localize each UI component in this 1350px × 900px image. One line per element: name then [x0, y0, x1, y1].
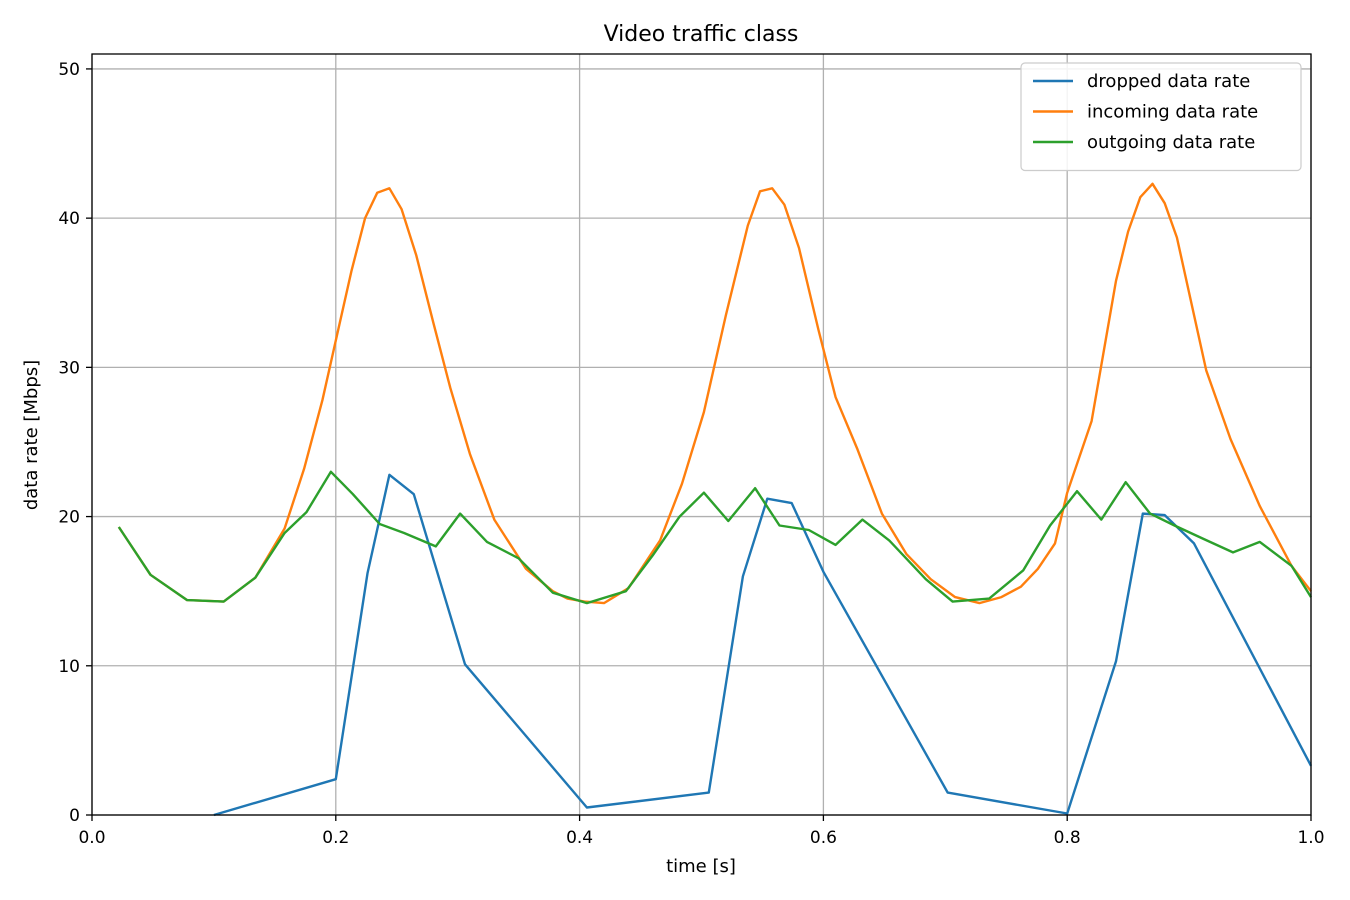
y-tick-label: 40 [58, 209, 80, 229]
x-tick-label: 1.0 [1297, 828, 1324, 848]
y-tick-label: 0 [69, 806, 80, 826]
plot-frame [91, 53, 1312, 816]
series-line-dropped-data-rate [213, 473, 1313, 817]
legend-box [1020, 62, 1302, 172]
y-tick-label: 50 [58, 60, 80, 80]
series-line-outgoing-data-rate [117, 470, 1313, 605]
y-axis-ticks: 0 10 20 30 40 50 [58, 60, 92, 826]
x-tick-label: 0.2 [322, 828, 349, 848]
x-tick-label: 0.6 [810, 828, 837, 848]
legend: dropped data rate incoming data rate outgo… [1020, 62, 1302, 172]
x-tick-label: 0.0 [78, 828, 105, 848]
x-tick-label: 0.4 [566, 828, 593, 848]
x-axis-label: time [s] [666, 856, 736, 877]
y-tick-label: 10 [58, 657, 80, 677]
y-tick-label: 20 [58, 508, 80, 528]
y-axis-label: data rate [Mbps] [21, 360, 42, 510]
legend-label-dropped-data-rate: dropped data rate [1087, 71, 1250, 92]
y-tick-label: 30 [58, 358, 80, 378]
legend-label-outgoing-data-rate: outgoing data rate [1087, 132, 1255, 153]
chart-title: Video traffic class [604, 22, 799, 47]
legend-label-incoming-data-rate: incoming data rate [1087, 102, 1258, 123]
series-group [117, 182, 1313, 817]
x-axis-ticks: 0.0 0.2 0.4 0.6 0.8 1.0 [78, 815, 1325, 848]
x-tick-label: 0.8 [1054, 828, 1081, 848]
series-line-incoming-data-rate [117, 182, 1312, 605]
